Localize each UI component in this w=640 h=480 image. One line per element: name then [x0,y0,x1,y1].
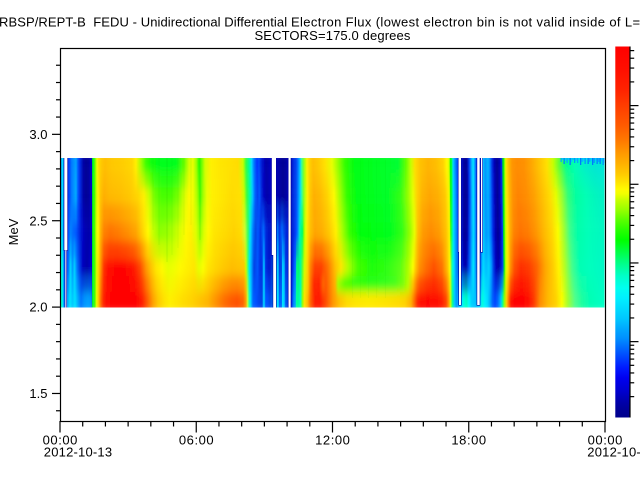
svg-text:Electron Flux (lowest electron: Electron Flux (lowest electron bin is no… [291,15,640,30]
svg-text:06:00: 06:00 [179,433,214,448]
svg-text:SECTORS=175.0 degrees: SECTORS=175.0 degrees [254,28,410,43]
svg-text:00:00: 00:00 [43,433,78,448]
svg-text:2012-10-13: 2012-10-13 [44,445,113,460]
svg-text:12:00: 12:00 [315,433,350,448]
svg-text:MeV: MeV [6,218,21,245]
svg-text:2.0: 2.0 [29,300,47,315]
svg-text:18:00: 18:00 [451,433,486,448]
svg-text:00:00: 00:00 [588,433,623,448]
svg-text:1.5: 1.5 [29,386,47,401]
svg-text:RBSP/REPT-B FEDU - Unidirecti: RBSP/REPT-B FEDU - Unidirectional Differ… [0,15,287,30]
svg-text:2.5: 2.5 [29,213,47,228]
svg-text:2012-10-14: 2012-10-14 [587,445,640,460]
svg-text:3.0: 3.0 [29,127,47,142]
